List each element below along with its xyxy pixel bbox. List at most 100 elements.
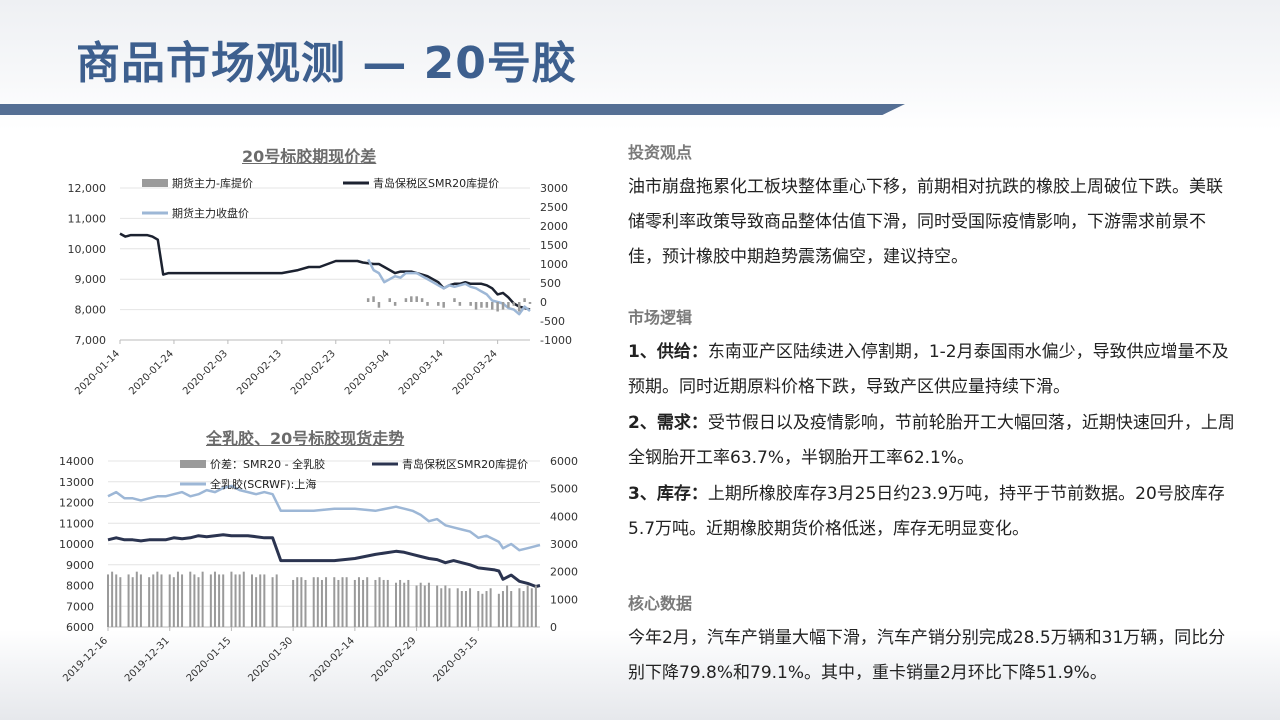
chart2-bar (427, 582, 430, 627)
chart1-title: 20号标胶期现价差 (242, 147, 377, 166)
chart1: 12,000 11,000 10,000 9,000 8,000 7,000 3000 250… (68, 176, 572, 397)
title-underline-bar (0, 104, 905, 115)
chart2-y-left-tick: 8000 (66, 580, 94, 593)
chart1-x-tick-label: 2020-01-24 (127, 348, 176, 397)
chart1-bar (453, 298, 456, 302)
chart2-y-left-tick: 14000 (59, 455, 94, 468)
chart1-legend-swatch (142, 179, 168, 187)
chart2-y-left-tick: 9000 (66, 559, 94, 572)
chart2-legend-label: 全乳胶(SCRWF):上海 (210, 477, 316, 491)
chart1-y-left-tick: 9,000 (75, 273, 107, 286)
chart2-y-right-tick: 3000 (550, 538, 578, 551)
chart2-bar (436, 585, 439, 627)
chart2-y-left-tick: 11000 (59, 517, 94, 530)
chart2-bar (320, 579, 323, 627)
chart2-bar (485, 591, 488, 627)
chart2-bar (156, 571, 159, 627)
chart2-bar (460, 591, 463, 627)
chart2-bar (148, 577, 151, 627)
chart1-y-left-tick: 7,000 (75, 334, 107, 347)
chart1-bar (372, 296, 375, 302)
logic-item-text: 东南亚产区陆续进入停割期，1-2月泰国雨水偏少，导致供应增量不及预期。同时近期原… (628, 342, 1229, 397)
chart2-bar (357, 577, 360, 627)
chart1-legend-label: 期货主力收盘价 (172, 206, 249, 220)
chart2-bar (189, 571, 192, 627)
section-head-investment: 投资观点 (628, 143, 693, 162)
section-head-core-data: 核心数据 (628, 594, 693, 613)
chart2-x-tick-label: 2020-01-15 (185, 635, 234, 684)
chart2-bar (403, 582, 406, 627)
chart2-bar (160, 574, 163, 627)
chart1-bar (480, 302, 483, 308)
chart1-bar (507, 302, 510, 308)
chart1-bar (523, 298, 526, 302)
chart1-bar (512, 302, 516, 306)
chart2-bar (201, 571, 204, 627)
chart2-bar (337, 579, 340, 627)
chart2-x-tick-label: 2020-01-30 (246, 635, 295, 684)
chart2-bar (300, 577, 303, 627)
chart2-bar (333, 577, 336, 627)
chart2-x-tick-label: 2020-03-15 (432, 635, 481, 684)
logic-item-label: 3、库存： (628, 484, 708, 504)
chart1-y-left-tick: 12,000 (68, 182, 107, 195)
chart2-bar (526, 585, 529, 627)
chart1-bar (490, 302, 494, 310)
chart1-legend-label: 期货主力-库提价 (172, 176, 253, 190)
chart2-bar (234, 574, 237, 627)
chart1-bar (366, 298, 370, 302)
chart1-x-tick-label: 2020-02-23 (289, 348, 338, 397)
chart2-x-tick-label: 2020-02-14 (308, 635, 357, 684)
chart2-bar (255, 577, 258, 627)
chart2-bar (415, 585, 418, 627)
chart2-bar (304, 579, 307, 627)
chart1-y-left-tick: 10,000 (68, 243, 107, 256)
chart1-y-right-tick: 3000 (540, 182, 568, 195)
logic-item-label: 2、需求： (628, 413, 708, 433)
chart1-bar (458, 302, 462, 306)
chart2-y-left-tick: 6000 (66, 621, 94, 634)
chart1-bar (388, 298, 391, 302)
chart1-x-tick-label: 2020-01-14 (73, 348, 122, 397)
chart2-bar (469, 588, 472, 627)
chart1-bar (469, 302, 472, 306)
chart1-bar (474, 302, 478, 310)
chart2-bar (209, 574, 212, 627)
chart2-y-right-tick: 6000 (550, 455, 578, 468)
chart2-bar (374, 579, 377, 627)
investment-paragraph: 油市崩盘拖累化工板块整体重心下移，前期相对抗跌的橡胶上周破位下跌。美联储零利率政… (628, 177, 1223, 267)
chart2-bar (176, 571, 179, 627)
chart2-y-right-tick: 5000 (550, 483, 578, 496)
chart1-bar (404, 298, 408, 302)
logic-item-supply: 1、供给：东南亚产区陆续进入停割期，1-2月泰国雨水偏少，导致供应增量不及预期。… (628, 335, 1238, 405)
chart1-y-right-tick: 0 (540, 296, 547, 309)
chart2-legend-label: 青岛保税区SMR20库提价 (402, 457, 528, 471)
chart2-series-line-1 (107, 533, 541, 588)
chart2-bar (181, 574, 184, 627)
chart2-bar (489, 588, 492, 627)
logic-item-demand: 2、需求：受节假日以及疫情影响，节前轮胎开工大幅回落，近期快速回升，上周全钢胎开… (628, 406, 1238, 476)
chart2-bar (341, 577, 344, 627)
chart2-bar (238, 574, 241, 627)
chart2-bar (197, 577, 200, 627)
chart2-legend-swatch (180, 460, 206, 468)
core-data-paragraph: 今年2月，汽车产销量大幅下滑，汽车产销分别完成28.5万辆和31万辆，同比分别下… (628, 628, 1226, 683)
chart2-bar (259, 574, 262, 627)
chart1-bar (501, 302, 505, 310)
chart2-bar (193, 574, 196, 627)
chart1-bar (496, 302, 499, 312)
chart1-y-right-tick: 1500 (540, 239, 568, 252)
chart2-bar (316, 577, 319, 627)
chart1-bar (410, 296, 413, 302)
chart2-y-right-tick: 2000 (550, 566, 578, 579)
chart2-x-tick-label: 2019-12-31 (123, 635, 172, 684)
chart2-bar (131, 577, 134, 627)
logic-item-text: 受节假日以及疫情影响，节前轮胎开工大幅回落，近期快速回升，上周全钢胎开工率63.… (628, 413, 1235, 468)
section-head-market-logic: 市场逻辑 (628, 308, 693, 327)
chart1-y-right-tick: 500 (540, 277, 561, 290)
chart2: 1400013000120001100010000900080007000600… (59, 455, 578, 684)
chart2-bar (518, 588, 521, 627)
chart2-bar (419, 582, 422, 627)
chart2-bar (172, 577, 175, 627)
chart1-series-line-0 (119, 232, 531, 311)
